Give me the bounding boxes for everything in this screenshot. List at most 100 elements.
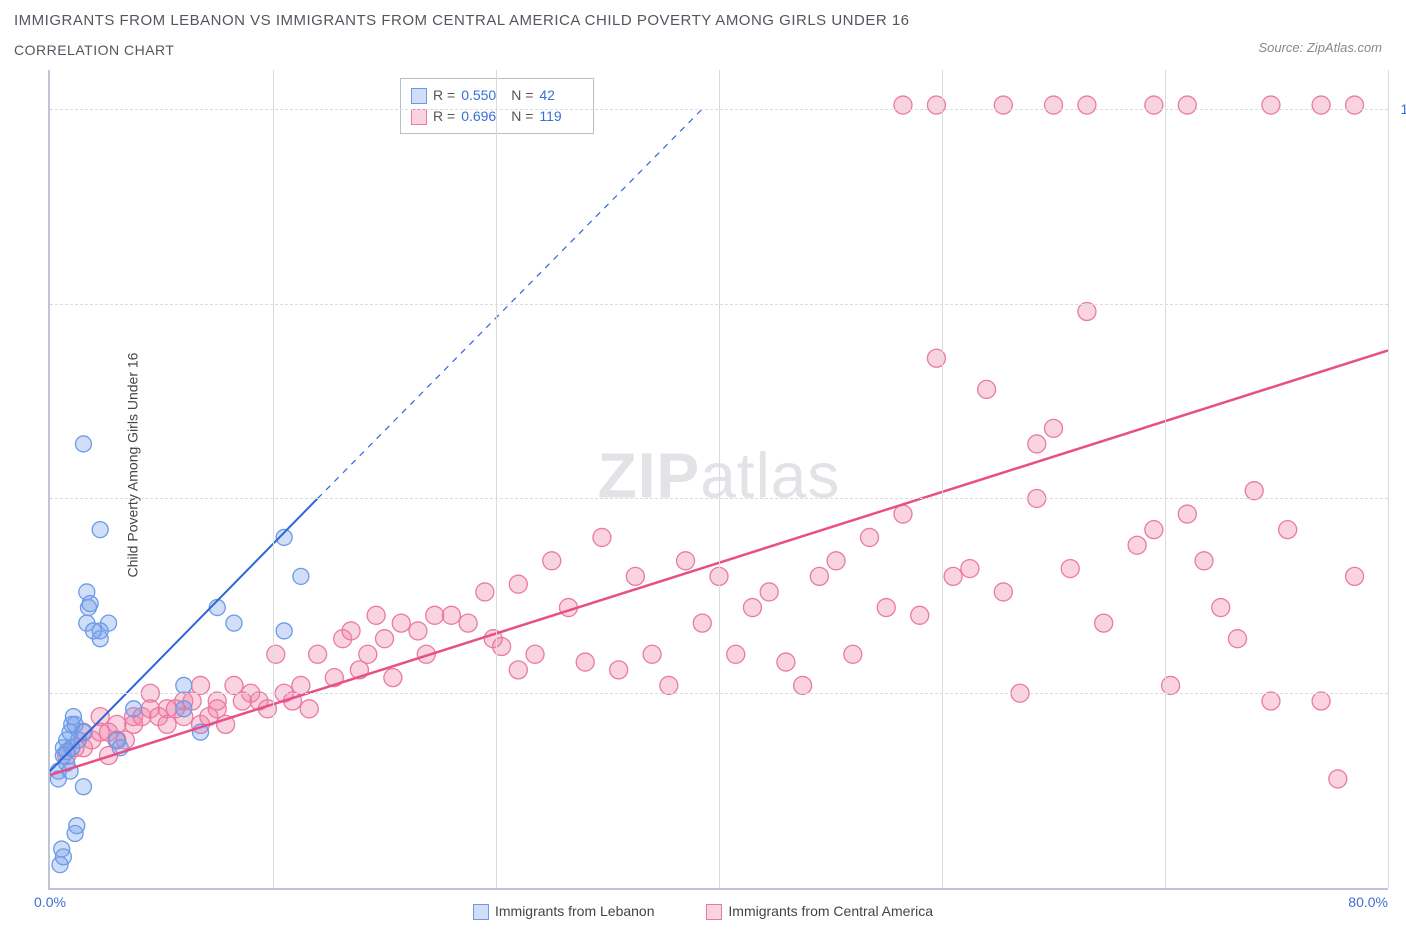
gridline-v: [942, 70, 943, 888]
data-point-central_america: [1078, 303, 1096, 321]
data-point-central_america: [1279, 521, 1297, 539]
y-tick-label: 100.0%: [1394, 101, 1406, 117]
data-point-central_america: [384, 669, 402, 687]
data-point-lebanon: [126, 701, 142, 717]
data-point-central_america: [1045, 419, 1063, 437]
data-point-lebanon: [92, 522, 108, 538]
gridline-v: [1388, 70, 1389, 888]
data-point-lebanon: [293, 568, 309, 584]
data-point-central_america: [476, 583, 494, 601]
data-point-central_america: [526, 645, 544, 663]
data-point-central_america: [961, 560, 979, 578]
data-point-central_america: [409, 622, 427, 640]
data-point-central_america: [459, 614, 477, 632]
data-point-central_america: [677, 552, 695, 570]
data-point-central_america: [978, 380, 996, 398]
data-point-central_america: [777, 653, 795, 671]
data-point-central_america: [827, 552, 845, 570]
data-point-central_america: [1312, 96, 1330, 114]
data-point-lebanon: [75, 436, 91, 452]
source-attribution: Source: ZipAtlas.com: [1258, 40, 1382, 55]
data-point-central_america: [426, 606, 444, 624]
data-point-central_america: [192, 676, 210, 694]
data-point-central_america: [1061, 560, 1079, 578]
data-point-central_america: [994, 96, 1012, 114]
y-tick-label: 75.0%: [1394, 296, 1406, 312]
y-tick-label: 50.0%: [1394, 490, 1406, 506]
data-point-lebanon: [176, 677, 192, 693]
data-point-lebanon: [55, 849, 71, 865]
data-point-central_america: [376, 630, 394, 648]
legend-label-lebanon: Immigrants from Lebanon: [495, 903, 655, 919]
data-point-central_america: [1178, 505, 1196, 523]
data-point-central_america: [1095, 614, 1113, 632]
data-point-central_america: [342, 622, 360, 640]
data-point-central_america: [844, 645, 862, 663]
data-point-central_america: [1128, 536, 1146, 554]
data-point-central_america: [367, 606, 385, 624]
gridline-v: [1165, 70, 1166, 888]
data-point-central_america: [300, 700, 318, 718]
data-point-central_america: [1028, 435, 1046, 453]
plot-area: ZIPatlas R = 0.550 N = 42 R = 0.696 N = …: [48, 70, 1388, 890]
data-point-central_america: [794, 676, 812, 694]
data-point-central_america: [1312, 692, 1330, 710]
data-point-central_america: [1145, 96, 1163, 114]
data-point-lebanon: [69, 818, 85, 834]
data-point-central_america: [1346, 567, 1364, 585]
data-point-lebanon: [101, 615, 117, 631]
data-point-central_america: [1329, 770, 1347, 788]
gridline-v: [496, 70, 497, 888]
data-point-central_america: [1195, 552, 1213, 570]
data-point-central_america: [1178, 96, 1196, 114]
data-point-central_america: [292, 676, 310, 694]
data-point-central_america: [309, 645, 327, 663]
data-point-central_america: [693, 614, 711, 632]
data-point-central_america: [810, 567, 828, 585]
data-point-central_america: [593, 528, 611, 546]
chart-subtitle: CORRELATION CHART: [14, 42, 174, 58]
data-point-central_america: [543, 552, 561, 570]
data-point-central_america: [743, 599, 761, 617]
data-point-central_america: [894, 96, 912, 114]
data-point-central_america: [1262, 96, 1280, 114]
data-point-central_america: [877, 599, 895, 617]
data-point-central_america: [911, 606, 929, 624]
data-point-lebanon: [176, 701, 192, 717]
chart-title: IMMIGRANTS FROM LEBANON VS IMMIGRANTS FR…: [14, 12, 910, 29]
data-point-central_america: [994, 583, 1012, 601]
data-point-central_america: [1228, 630, 1246, 648]
gridline-v: [719, 70, 720, 888]
legend-label-central-america: Immigrants from Central America: [728, 903, 933, 919]
data-point-central_america: [442, 606, 460, 624]
data-point-central_america: [1346, 96, 1364, 114]
swatch-lebanon: [473, 904, 489, 920]
data-point-central_america: [1045, 96, 1063, 114]
data-point-central_america: [660, 676, 678, 694]
data-point-lebanon: [85, 623, 101, 639]
data-point-central_america: [626, 567, 644, 585]
data-point-central_america: [894, 505, 912, 523]
swatch-central-america: [706, 904, 722, 920]
data-point-central_america: [509, 575, 527, 593]
data-point-lebanon: [82, 596, 98, 612]
data-point-lebanon: [75, 779, 91, 795]
data-point-central_america: [760, 583, 778, 601]
y-tick-label: 25.0%: [1394, 685, 1406, 701]
data-point-central_america: [267, 645, 285, 663]
data-point-central_america: [1245, 482, 1263, 500]
data-point-central_america: [576, 653, 594, 671]
legend-item-central-america: Immigrants from Central America: [706, 903, 933, 919]
data-point-central_america: [1145, 521, 1163, 539]
data-point-central_america: [509, 661, 527, 679]
legend: Immigrants from Lebanon Immigrants from …: [0, 903, 1406, 920]
data-point-central_america: [944, 567, 962, 585]
data-point-central_america: [1212, 599, 1230, 617]
data-point-lebanon: [276, 623, 292, 639]
data-point-lebanon: [226, 615, 242, 631]
data-point-central_america: [861, 528, 879, 546]
gridline-v: [273, 70, 274, 888]
data-point-central_america: [643, 645, 661, 663]
data-point-central_america: [1262, 692, 1280, 710]
data-point-central_america: [1078, 96, 1096, 114]
